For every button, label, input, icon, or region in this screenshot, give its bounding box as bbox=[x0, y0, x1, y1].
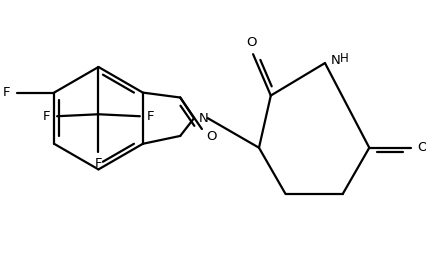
Text: O: O bbox=[207, 130, 217, 143]
Text: F: F bbox=[147, 110, 154, 123]
Text: H: H bbox=[340, 52, 348, 65]
Text: F: F bbox=[95, 157, 102, 170]
Text: N: N bbox=[331, 54, 341, 67]
Text: O: O bbox=[246, 36, 256, 49]
Text: F: F bbox=[3, 86, 11, 99]
Text: N: N bbox=[199, 112, 209, 125]
Text: F: F bbox=[43, 110, 50, 123]
Text: O: O bbox=[417, 141, 426, 154]
